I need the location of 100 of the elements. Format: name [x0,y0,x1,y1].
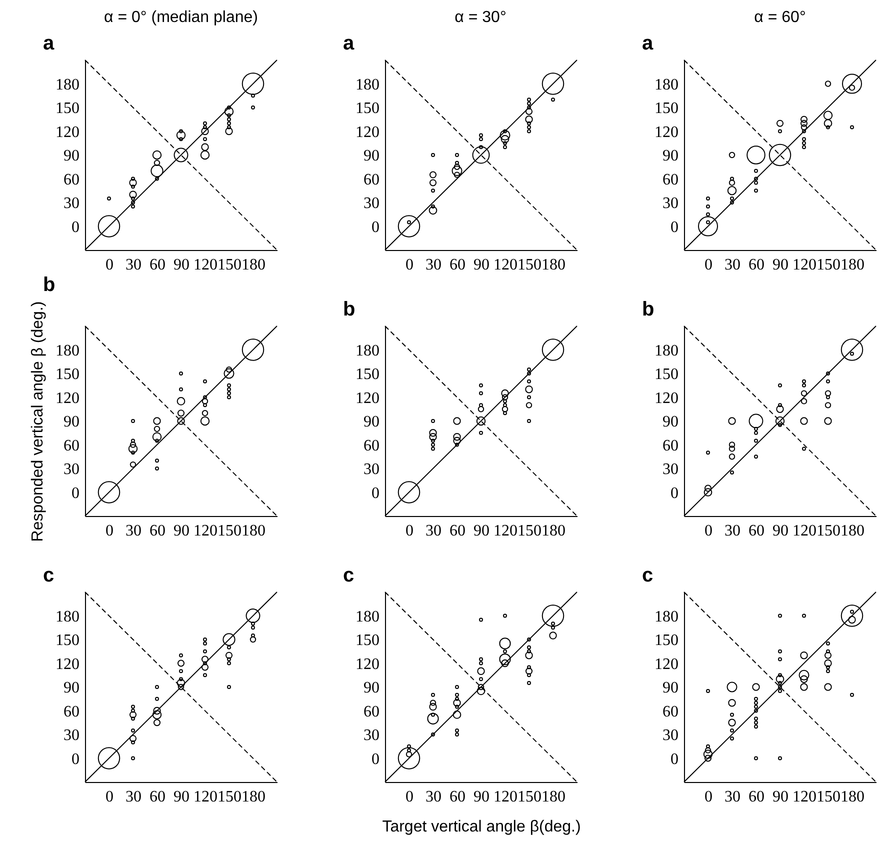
y-tick-label: 0 [371,750,379,768]
chart-title: b [43,274,56,296]
y-tick-label: 60 [662,437,678,454]
x-tick-label: 150 [218,522,242,540]
y-tick-label: 120 [654,124,678,141]
chart-title: c [43,564,54,586]
y-tick-label: 0 [371,218,379,236]
y-tick-label: 150 [654,366,678,383]
x-tick-label: 120 [493,788,517,806]
x-tick-label: 120 [493,256,517,274]
x-tick-label: 180 [541,788,565,806]
x-tick-label: 180 [840,256,864,274]
x-tick-label: 180 [242,256,266,274]
x-tick-label: 30 [724,522,740,540]
x-tick-label: 90 [174,788,190,806]
y-tick-label: 30 [64,727,80,744]
y-tick-label: 30 [363,727,379,744]
y-tick-label: 120 [654,390,678,407]
y-tick-label: 90 [363,414,379,430]
y-tick-label: 90 [64,148,80,164]
x-tick-label: 30 [724,256,740,274]
x-tick-label: 150 [218,256,242,274]
y-axis-title: Responded vertical angle β (deg.) [30,301,46,542]
chart-title: c [642,564,654,586]
y-tick-label: 0 [371,484,379,502]
x-tick-label: 60 [449,522,465,540]
y-tick-label: 180 [56,342,80,360]
x-tick-label: 180 [242,788,266,806]
x-tick-label: 60 [748,788,764,806]
y-tick-label: 90 [662,680,678,696]
chart-title: b [342,298,355,320]
y-tick-label: 120 [355,124,379,141]
y-tick-label: 90 [662,148,678,164]
chart-title: b [642,298,654,320]
y-tick-label: 180 [654,76,678,94]
x-tick-label: 180 [242,522,266,540]
x-tick-label: 90 [473,788,489,806]
y-tick-label: 60 [662,171,678,188]
y-tick-label: 150 [355,632,379,649]
y-tick-label: 60 [363,437,379,454]
y-tick-label: 60 [363,703,379,720]
y-tick-label: 0 [670,218,678,236]
y-tick-label: 30 [64,461,80,478]
x-tick-label: 0 [106,256,114,274]
chart-title: c [342,564,354,586]
y-tick-label: 180 [654,608,678,626]
chart-title: α = 0° (median plane) [103,8,259,28]
chart-subtitle: a [642,32,654,54]
y-tick-label: 180 [654,342,678,360]
y-tick-label: 150 [56,632,80,649]
y-tick-label: 150 [56,366,80,383]
x-tick-label: 60 [150,256,166,274]
y-tick-label: 0 [72,218,80,236]
y-tick-label: 0 [670,750,678,768]
y-tick-label: 150 [654,632,678,649]
y-tick-label: 60 [64,437,80,454]
y-tick-label: 120 [355,656,379,673]
y-tick-label: 150 [56,100,80,117]
y-tick-label: 180 [56,76,80,94]
x-tick-label: 150 [816,522,840,540]
x-tick-label: 30 [126,788,142,806]
y-tick-label: 180 [355,76,379,94]
x-tick-label: 90 [174,256,190,274]
y-tick-label: 120 [56,390,80,407]
x-tick-label: 120 [194,522,218,540]
x-tick-label: 120 [792,256,816,274]
x-tick-label: 90 [473,256,489,274]
y-tick-label: 60 [64,171,80,188]
y-tick-label: 60 [64,703,80,720]
y-tick-label: 60 [363,171,379,188]
x-tick-label: 0 [106,522,114,540]
x-tick-label: 0 [106,788,114,806]
chart-subtitle: a [342,32,354,54]
x-tick-label: 150 [517,788,541,806]
y-tick-label: 90 [64,414,80,430]
x-tick-label: 120 [792,522,816,540]
y-tick-label: 150 [355,366,379,383]
y-tick-label: 0 [72,484,80,502]
x-tick-label: 60 [748,522,764,540]
y-tick-label: 150 [654,100,678,117]
y-tick-label: 120 [355,390,379,407]
y-tick-label: 30 [64,195,80,212]
x-tick-label: 0 [704,522,712,540]
x-tick-label: 60 [150,522,166,540]
x-tick-label: 180 [541,522,565,540]
x-tick-label: 30 [126,522,142,540]
x-tick-label: 120 [493,522,517,540]
x-tick-label: 180 [840,522,864,540]
chart-subtitle: a [43,32,55,54]
x-tick-label: 120 [194,256,218,274]
x-tick-label: 0 [704,788,712,806]
y-tick-label: 30 [363,195,379,212]
y-tick-label: 30 [662,727,678,744]
x-tick-label: 30 [425,522,441,540]
x-tick-label: 180 [541,256,565,274]
x-tick-label: 90 [772,788,788,806]
y-tick-label: 120 [654,656,678,673]
x-tick-label: 90 [473,522,489,540]
y-tick-label: 180 [355,342,379,360]
x-tick-label: 150 [218,788,242,806]
